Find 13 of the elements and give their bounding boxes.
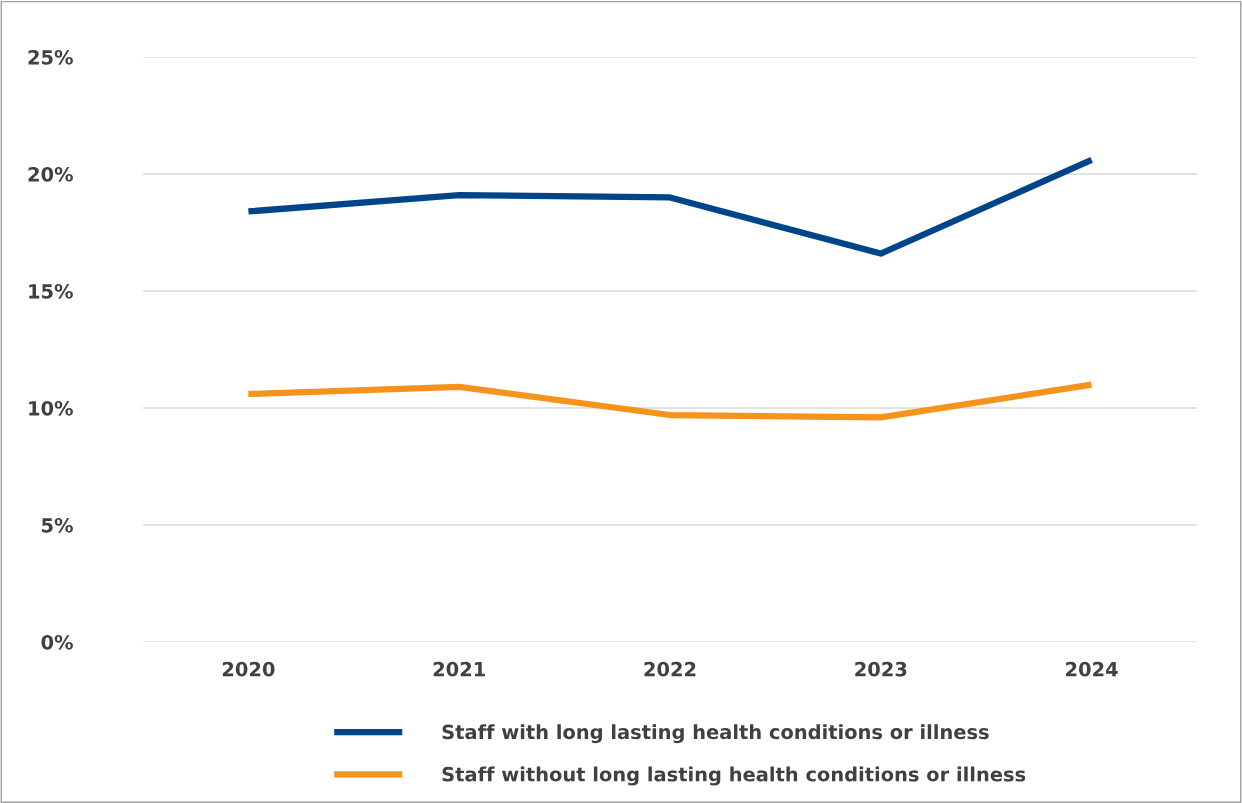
y-tick-label: 0% xyxy=(41,634,73,650)
x-tick-label: 2024 xyxy=(1066,661,1118,677)
y-tick-label: 20% xyxy=(28,166,73,182)
y-tick-label: 25% xyxy=(28,49,73,65)
x-tick-label: 2023 xyxy=(855,661,907,677)
y-tick-label: 10% xyxy=(29,400,73,416)
y-tick-label: 15% xyxy=(29,283,73,299)
legend-label: Staff without long lasting health conditions or illness xyxy=(442,766,1026,786)
x-tick-label: 2021 xyxy=(433,661,485,677)
y-tick-label: 5% xyxy=(42,517,73,533)
x-tick-label: 2022 xyxy=(644,661,696,677)
x-tick-label: 2020 xyxy=(222,661,275,677)
legend-label: Staff with long lasting health conditions or illness xyxy=(442,724,989,744)
